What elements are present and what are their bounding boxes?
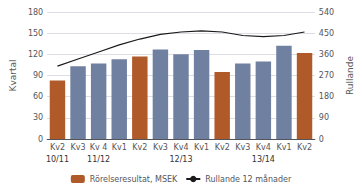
svg-text:30: 30 [33, 113, 43, 122]
svg-text:13/14: 13/14 [252, 155, 275, 164]
svg-text:10/11: 10/11 [46, 155, 69, 164]
svg-text:Kv3: Kv3 [235, 143, 250, 152]
svg-text:Rullande: Rullande [345, 56, 355, 95]
svg-text:Kv3: Kv3 [153, 143, 168, 152]
svg-text:60: 60 [33, 92, 43, 101]
svg-text:12/13: 12/13 [169, 155, 192, 164]
svg-text:Kv4: Kv4 [173, 143, 188, 152]
svg-text:Kv1: Kv1 [112, 143, 127, 152]
svg-text:Kv2: Kv2 [50, 143, 65, 152]
svg-text:180: 180 [28, 8, 43, 17]
svg-text:150: 150 [28, 29, 43, 38]
svg-text:120: 120 [28, 50, 43, 59]
svg-text:0: 0 [38, 135, 43, 144]
svg-text:Kv1: Kv1 [276, 143, 291, 152]
svg-text:Kv 4: Kv 4 [90, 143, 108, 152]
svg-text:Kv1: Kv1 [194, 143, 209, 152]
svg-text:Kv4: Kv4 [256, 143, 271, 152]
svg-text:90: 90 [33, 71, 43, 80]
svg-text:Kv2: Kv2 [132, 143, 147, 152]
svg-text:270: 270 [319, 71, 334, 80]
svg-text:Kvartal: Kvartal [8, 60, 18, 92]
svg-text:Kv2: Kv2 [215, 143, 230, 152]
svg-text:0: 0 [319, 135, 324, 144]
svg-text:11/12: 11/12 [87, 155, 110, 164]
svg-text:Kv3: Kv3 [71, 143, 86, 152]
svg-text:450: 450 [319, 29, 334, 38]
svg-text:540: 540 [319, 8, 334, 17]
svg-text:90: 90 [319, 113, 329, 122]
svg-text:180: 180 [319, 92, 334, 101]
svg-text:Rörelseresultat, MSEK: Rörelseresultat, MSEK [90, 175, 178, 184]
svg-text:360: 360 [319, 50, 334, 59]
svg-text:Rullande 12 månader: Rullande 12 månader [205, 174, 292, 184]
svg-text:Kv2: Kv2 [297, 143, 312, 152]
